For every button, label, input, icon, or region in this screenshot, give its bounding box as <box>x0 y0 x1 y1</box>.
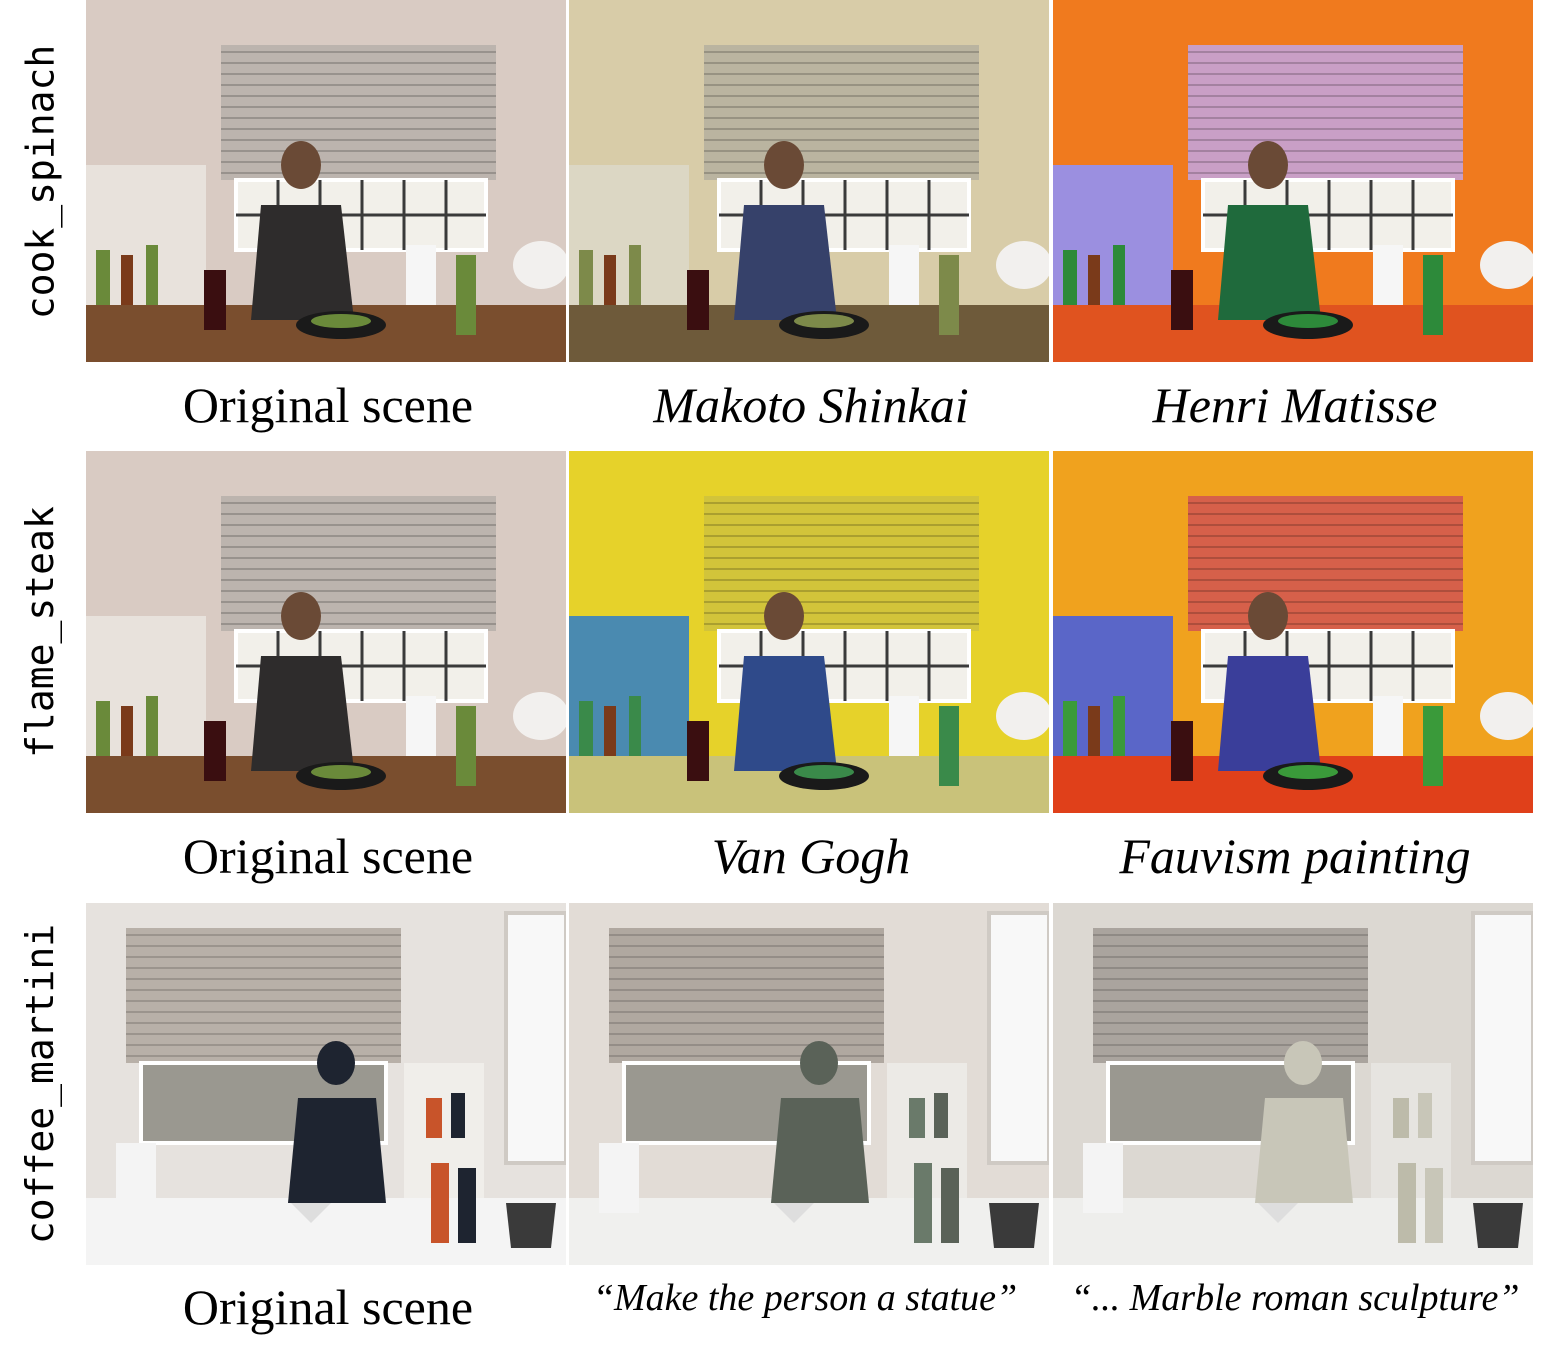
oil-bottle <box>939 255 959 335</box>
window-blind <box>704 45 979 180</box>
panel-coffee-martini-statue <box>569 903 1049 1265</box>
oil-bottle <box>456 706 476 786</box>
panel-flame-steak-fauvism <box>1053 451 1533 813</box>
caption-style: Makoto Shinkai <box>653 377 969 433</box>
dog <box>513 692 566 740</box>
caption-style: Henri Matisse <box>1152 377 1438 433</box>
person <box>251 141 354 320</box>
scene-image <box>86 451 566 813</box>
oil-bottle <box>939 706 959 786</box>
martini-glass <box>1258 1203 1298 1223</box>
row-label-coffee-martini: coffee_martini <box>0 902 80 1266</box>
bottle <box>458 1168 476 1243</box>
caption-prompt: “Make the person a statue” <box>592 1277 1018 1319</box>
scene-image <box>569 451 1049 813</box>
kettle <box>506 1203 556 1248</box>
person <box>771 1041 869 1203</box>
food <box>311 765 371 779</box>
wine-bottle <box>204 270 226 330</box>
window-blind <box>1188 45 1463 180</box>
paper-towel <box>116 1143 156 1213</box>
wine-bottle <box>687 270 709 330</box>
bottle <box>1398 1163 1416 1243</box>
martini-glass <box>291 1203 331 1223</box>
food <box>1278 765 1338 779</box>
scene-image <box>86 903 566 1265</box>
paper-towel <box>406 696 436 756</box>
bottle <box>431 1163 449 1243</box>
dog <box>513 241 566 289</box>
panel-flame-steak-original <box>86 451 566 813</box>
bottle <box>941 1168 959 1243</box>
person <box>1218 592 1321 771</box>
panel-cook-spinach-shinkai <box>569 0 1049 362</box>
caption-original-scene: Original scene <box>182 828 474 884</box>
window-blind <box>1093 928 1368 1063</box>
dog <box>1480 692 1533 740</box>
dog <box>996 692 1049 740</box>
food <box>311 314 371 328</box>
person <box>251 592 354 771</box>
window-blind <box>221 496 496 631</box>
window-blind <box>126 928 401 1063</box>
paper-towel <box>1083 1143 1123 1213</box>
caption-original-scene: Original scene <box>182 1279 474 1335</box>
window-blind <box>704 496 979 631</box>
scene-image <box>569 0 1049 362</box>
row-label-text: flame_steak <box>18 506 63 758</box>
panel-cook-spinach-matisse <box>1053 0 1533 362</box>
person <box>734 592 837 771</box>
caption-original-scene: Original scene <box>182 377 474 433</box>
dog <box>996 241 1049 289</box>
oil-bottle <box>1423 255 1443 335</box>
paper-towel <box>1373 696 1403 756</box>
row-label-text: cook_spinach <box>18 44 63 320</box>
wine-bottle <box>1171 721 1193 781</box>
window-blind <box>221 45 496 180</box>
caption-style: Van Gogh <box>711 828 911 884</box>
kettle <box>1473 1203 1523 1248</box>
wine-bottle <box>687 721 709 781</box>
paper-towel <box>889 245 919 305</box>
paper-towel <box>406 245 436 305</box>
caption-prompt: “... Marble roman sculpture” <box>1070 1277 1520 1319</box>
person <box>1218 141 1321 320</box>
panel-coffee-martini-marble <box>1053 903 1533 1265</box>
scene-image <box>569 903 1049 1265</box>
scene-image <box>1053 903 1533 1265</box>
row-label-text: coffee_martini <box>18 923 63 1245</box>
bottle <box>914 1163 932 1243</box>
panel-cook-spinach-original <box>86 0 566 362</box>
row-label-cook-spinach: cook_spinach <box>0 0 80 364</box>
oil-bottle <box>456 255 476 335</box>
panel-coffee-martini-original <box>86 903 566 1265</box>
paper-towel <box>599 1143 639 1213</box>
wine-bottle <box>204 721 226 781</box>
counter <box>86 1198 566 1265</box>
oil-bottle <box>1423 706 1443 786</box>
dog <box>1480 241 1533 289</box>
person <box>734 141 837 320</box>
food <box>1278 314 1338 328</box>
panel-flame-steak-vangogh <box>569 451 1049 813</box>
kettle <box>989 1203 1039 1248</box>
food <box>794 765 854 779</box>
scene-image <box>86 0 566 362</box>
wine-bottle <box>1171 270 1193 330</box>
martini-glass <box>774 1203 814 1223</box>
window-blind <box>609 928 884 1063</box>
counter <box>1053 1198 1533 1265</box>
counter <box>569 1198 1049 1265</box>
bottle <box>1425 1168 1443 1243</box>
paper-towel <box>1373 245 1403 305</box>
food <box>794 314 854 328</box>
person <box>288 1041 386 1203</box>
scene-image <box>1053 451 1533 813</box>
scene-image <box>1053 0 1533 362</box>
paper-towel <box>889 696 919 756</box>
row-label-flame-steak: flame_steak <box>0 450 80 814</box>
caption-style: Fauvism painting <box>1119 828 1471 884</box>
window-blind <box>1188 496 1463 631</box>
person <box>1255 1041 1353 1203</box>
